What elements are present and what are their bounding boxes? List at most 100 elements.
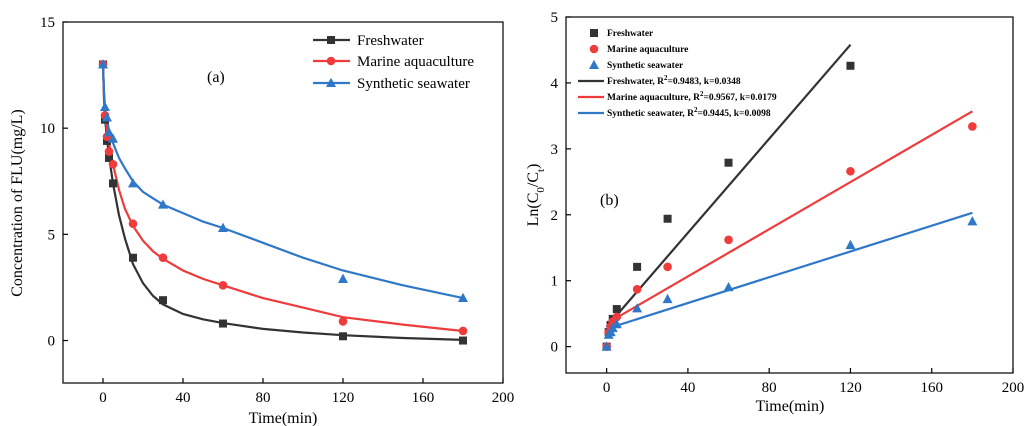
panel-a-legend-marker-freshwater bbox=[327, 36, 335, 44]
panel-b-y-tick-label-5: 5 bbox=[551, 10, 559, 26]
panel-b-y-tick-label-1: 1 bbox=[551, 274, 559, 290]
panel-b-point-freshwater-4 bbox=[612, 305, 621, 314]
panel-b-point-synthetic-seawater-6 bbox=[662, 293, 673, 304]
panel-b-y-ticks: 0 1 2 3 4 5 bbox=[551, 10, 571, 356]
panel-a-point-synthetic-seawater-6 bbox=[158, 199, 168, 209]
panel-b: 0 40 80 120 160 200 0 1 2 3 4 5 (b) Time(min) Ln(C… bbox=[525, 10, 1024, 415]
panel-a-point-synthetic-seawater-4 bbox=[108, 133, 118, 143]
panel-a-y-tick-label-15: 15 bbox=[40, 15, 55, 31]
panel-a-x-ticks: 0 40 80 120 160 200 bbox=[99, 378, 514, 406]
panel-b-plot-frame bbox=[565, 16, 1014, 374]
panel-b-point-synthetic-seawater-7 bbox=[723, 281, 734, 292]
panel-a-point-freshwater-6 bbox=[159, 296, 167, 305]
panel-a-point-synthetic-seawater-2 bbox=[102, 112, 112, 122]
panel-a-x-tick-label-40: 40 bbox=[176, 390, 191, 406]
panel-a-point-freshwater-9 bbox=[459, 336, 467, 345]
panel-b-y-tick-label-3: 3 bbox=[551, 142, 559, 158]
panel-b-point-freshwater-8 bbox=[846, 61, 855, 70]
panel-b-point-synthetic-seawater-8 bbox=[845, 239, 856, 250]
panel-a-point-freshwater-5 bbox=[129, 253, 137, 262]
panel-a-fit-curve-marine-aquaculture bbox=[101, 64, 464, 333]
panel-b-y-axis-label: Ln(C0/Ct) bbox=[525, 164, 547, 227]
panel-b-y-tick-label-0: 0 bbox=[551, 340, 559, 356]
panel-a-x-tick-label-80: 80 bbox=[256, 390, 271, 406]
panel-a-point-freshwater-7 bbox=[219, 319, 227, 328]
panel-b-fit-line-freshwater bbox=[605, 43, 852, 328]
panel-b-point-synthetic-seawater-0 bbox=[601, 341, 612, 351]
panel-b-point-synthetic-seawater-4 bbox=[611, 318, 622, 329]
panel-a-point-marine-aquaculture-9 bbox=[458, 326, 468, 336]
panel-a-point-freshwater-4 bbox=[109, 179, 117, 188]
panel-b-point-freshwater-5 bbox=[633, 262, 642, 271]
panel-a-point-freshwater-8 bbox=[339, 332, 347, 341]
panel-a-point-marine-aquaculture-6 bbox=[158, 253, 168, 263]
panel-a-point-synthetic-seawater-7 bbox=[218, 222, 228, 232]
panel-a-plot-frame bbox=[62, 21, 504, 384]
panel-b-x-tick-label-200: 200 bbox=[1002, 380, 1025, 396]
panel-b-point-marine-aquaculture-6 bbox=[663, 262, 672, 272]
panel-a-fit-curve-freshwater bbox=[101, 64, 464, 341]
panel-b-point-freshwater-7 bbox=[724, 158, 733, 167]
panel-b-point-marine-aquaculture-7 bbox=[724, 235, 733, 245]
panel-a-point-marine-aquaculture-8 bbox=[338, 317, 348, 326]
panel-a-fit-curve-synthetic-seawater bbox=[101, 64, 464, 300]
panel-a: 0 40 80 120 160 200 0 5 10 15 (a) Time(min) Conc… bbox=[9, 15, 514, 426]
panel-a-legend-label-synthetic: Synthetic seawater bbox=[357, 76, 470, 92]
panel-b-x-tick-label-160: 160 bbox=[920, 380, 943, 396]
panel-b-legend-marker-synthetic-seawater bbox=[589, 59, 599, 69]
panel-b-y-tick-label-2: 2 bbox=[551, 208, 559, 224]
panel-a-y-tick-label-10: 10 bbox=[40, 121, 55, 137]
panel-b-legend-label-marine: Marine aquaculture bbox=[607, 45, 688, 55]
panel-b-x-tick-label-120: 120 bbox=[839, 380, 862, 396]
panel-a-x-tick-label-0: 0 bbox=[99, 390, 107, 406]
panel-b-point-synthetic-seawater-5 bbox=[632, 303, 643, 313]
panel-b-legend: Freshwater Marine aquaculture Synthetic … bbox=[578, 29, 777, 119]
panel-a-point-synthetic-seawater-0 bbox=[98, 59, 108, 69]
panel-a-y-tick-label-5: 5 bbox=[48, 227, 56, 243]
panel-b-fit-line-synthetic-seawater bbox=[606, 211, 973, 330]
panel-a-point-freshwater-3 bbox=[105, 153, 113, 162]
panel-b-legend-label-freshwater: Freshwater bbox=[607, 29, 654, 39]
panel-a-x-axis-label: Time(min) bbox=[249, 410, 318, 426]
panel-b-point-freshwater-6 bbox=[663, 214, 672, 223]
panel-a-y-axis-label: Concentration of FLU(mg/L) bbox=[9, 109, 26, 297]
panel-b-x-tick-label-0: 0 bbox=[603, 380, 611, 396]
panel-b-y-tick-label-4: 4 bbox=[551, 76, 559, 92]
panel-b-point-marine-aquaculture-4 bbox=[612, 312, 622, 322]
panel-a-point-synthetic-seawater-5 bbox=[128, 178, 138, 188]
panel-b-legend-fit-marine: Marine aquaculture, R2=0.9567, k=0.0179 bbox=[607, 90, 777, 103]
panel-a-data-points bbox=[98, 59, 468, 345]
panel-a-point-synthetic-seawater-1 bbox=[100, 101, 110, 111]
panel-a-x-tick-label-120: 120 bbox=[332, 390, 355, 406]
panel-a-x-tick-label-200: 200 bbox=[492, 390, 515, 406]
panel-a-point-marine-aquaculture-7 bbox=[218, 281, 228, 290]
panel-a-legend-marker-synthetic-seawater bbox=[326, 77, 336, 87]
panel-a-point-marine-aquaculture-4 bbox=[108, 159, 118, 169]
panel-a-point-synthetic-seawater-8 bbox=[338, 273, 348, 283]
panel-a-label: (a) bbox=[207, 69, 225, 86]
panel-a-y-ticks: 0 5 10 15 bbox=[40, 15, 68, 350]
panel-a-point-marine-aquaculture-5 bbox=[128, 219, 138, 229]
panel-b-data-points bbox=[601, 61, 978, 351]
panel-b-x-tick-label-40: 40 bbox=[680, 380, 695, 396]
panel-b-point-synthetic-seawater-9 bbox=[967, 216, 978, 226]
panel-a-legend: Freshwater Marine aquaculture Synthetic … bbox=[313, 33, 474, 92]
panel-a-legend-label-freshwater: Freshwater bbox=[357, 33, 424, 49]
panel-a-point-synthetic-seawater-9 bbox=[458, 292, 468, 303]
panel-b-legend-marker-freshwater bbox=[590, 29, 598, 37]
panel-b-point-marine-aquaculture-8 bbox=[846, 166, 855, 176]
panel-a-fit-curves bbox=[101, 64, 464, 341]
panel-b-point-marine-aquaculture-5 bbox=[632, 284, 642, 294]
panel-b-legend-fit-synthetic: Synthetic seawater, R2=0.9445, k=0.0098 bbox=[607, 106, 771, 119]
panel-b-legend-label-synthetic: Synthetic seawater bbox=[607, 61, 684, 71]
panel-a-point-synthetic-seawater-3 bbox=[104, 127, 114, 137]
panel-a-y-tick-label-0: 0 bbox=[48, 334, 56, 350]
panel-a-point-marine-aquaculture-3 bbox=[104, 147, 114, 156]
panel-a-legend-label-marine: Marine aquaculture bbox=[357, 54, 474, 70]
panel-b-legend-fit-freshwater: Freshwater, R2=0.9483, k=0.0348 bbox=[607, 74, 741, 87]
panel-b-x-ticks: 0 40 80 120 160 200 bbox=[603, 368, 1024, 396]
panel-b-x-axis-label: Time(min) bbox=[756, 398, 825, 415]
panel-b-label: (b) bbox=[600, 192, 619, 209]
panel-b-fit-lines bbox=[605, 43, 973, 330]
